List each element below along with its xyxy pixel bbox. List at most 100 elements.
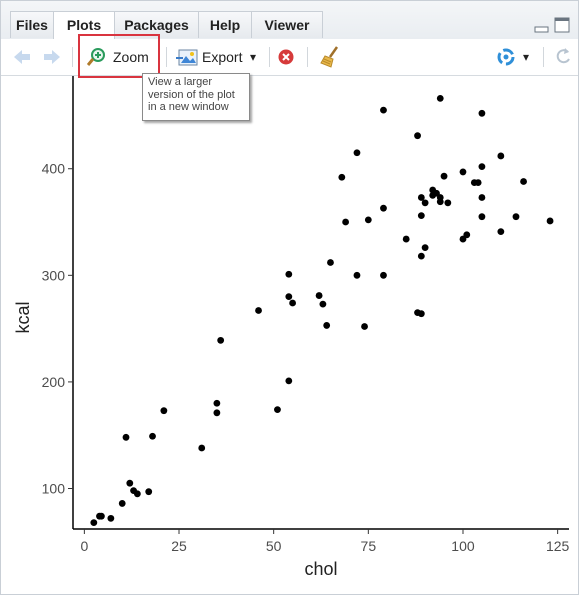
data-point: [478, 109, 486, 117]
data-point: [459, 168, 467, 176]
refresh-icon[interactable]: [553, 43, 573, 71]
data-point: [160, 407, 168, 415]
data-point: [126, 479, 134, 487]
data-point: [285, 293, 293, 301]
data-point: [436, 94, 444, 102]
tooltip-line: in a new window: [148, 101, 229, 113]
y-tick-label: 400: [42, 161, 66, 177]
data-point: [149, 432, 156, 440]
y-tick-label: 200: [42, 374, 66, 390]
data-point: [285, 377, 293, 385]
x-tick-label: 0: [80, 538, 88, 554]
x-tick-label: 125: [546, 538, 570, 554]
data-point: [478, 163, 486, 170]
zoom-tooltip: View a larger version of the plot in a n…: [142, 73, 250, 121]
toolbar-separator: [269, 47, 270, 67]
x-tick-label: 100: [451, 538, 475, 554]
data-point: [122, 433, 130, 441]
data-point: [289, 299, 297, 307]
plot-area: 0 25 50 75 100 125 100 200 300 400 chol kcal: [1, 76, 578, 594]
y-tick-label: 300: [42, 267, 66, 283]
tab-help[interactable]: Help: [198, 11, 252, 38]
x-tick-label: 75: [361, 538, 377, 554]
data-point: [118, 500, 126, 507]
minimize-icon[interactable]: [534, 17, 550, 33]
toolbar-separator: [166, 47, 167, 67]
data-point: [417, 252, 425, 260]
data-point: [107, 514, 115, 522]
x-axis-label: chol: [304, 559, 337, 579]
zoom-magnifier-icon: [86, 47, 107, 67]
data-point: [315, 292, 323, 299]
plot-toolbar: Zoom Export ▾ ▾: [1, 39, 578, 76]
tab-viewer[interactable]: Viewer: [251, 11, 323, 38]
scatter-plot: 0 25 50 75 100 125 100 200 300 400 chol kcal: [13, 76, 570, 579]
export-dropdown-icon: ▾: [250, 50, 257, 64]
data-point: [213, 409, 221, 417]
tab-packages[interactable]: Packages: [114, 11, 199, 38]
data-point: [338, 173, 346, 181]
zoom-button[interactable]: Zoom: [86, 43, 155, 71]
data-point: [133, 490, 141, 498]
data-point: [463, 231, 471, 239]
data-point: [478, 213, 486, 221]
data-point: [285, 270, 293, 278]
data-point: [361, 323, 368, 330]
data-point: [497, 152, 505, 160]
data-point: [342, 218, 350, 226]
x-tick-label: 50: [266, 538, 282, 554]
data-point: [520, 178, 527, 185]
data-point: [421, 199, 429, 207]
data-point: [380, 106, 387, 114]
data-point: [478, 194, 486, 201]
data-point: [145, 488, 153, 496]
data-point: [417, 310, 425, 318]
data-point: [402, 235, 410, 243]
data-point: [323, 322, 331, 329]
data-point: [512, 213, 520, 221]
data-point: [474, 179, 482, 186]
publish-menu-button[interactable]: ▾: [495, 43, 535, 71]
data-point: [417, 194, 425, 201]
data-point: [444, 199, 452, 207]
window-controls: [530, 17, 572, 35]
data-point: [319, 300, 327, 308]
data-point: [353, 149, 361, 157]
y-tick-label: 100: [42, 480, 66, 496]
data-point: [213, 399, 221, 407]
data-point: [546, 217, 554, 225]
toolbar-separator: [72, 47, 73, 67]
data-point: [436, 198, 444, 206]
data-point: [380, 271, 387, 279]
data-point: [353, 271, 361, 279]
data-point: [274, 406, 281, 414]
data-point: [255, 307, 262, 314]
zoom-label: Zoom: [113, 49, 149, 65]
data-point: [90, 519, 98, 527]
data-point: [417, 212, 425, 220]
export-label: Export: [202, 49, 243, 65]
pane-tab-bar: Files Plots Packages Help Viewer: [1, 1, 578, 40]
back-arrow-icon[interactable]: [11, 43, 33, 71]
publish-dropdown-icon: ▾: [523, 50, 530, 64]
data-point: [364, 216, 372, 224]
data-point: [440, 172, 448, 180]
remove-plot-icon[interactable]: [277, 43, 297, 71]
data-point: [327, 259, 334, 266]
toolbar-separator: [543, 47, 544, 67]
zoom-highlight-box: [78, 34, 160, 78]
data-point: [380, 204, 387, 212]
export-menu-button[interactable]: Export ▾: [176, 43, 264, 71]
y-axis-label: kcal: [13, 301, 33, 333]
toolbar-separator: [307, 47, 308, 67]
data-point: [414, 132, 421, 140]
export-image-icon: [176, 48, 198, 66]
maximize-icon[interactable]: [554, 17, 570, 33]
tab-files[interactable]: Files: [10, 11, 54, 38]
data-point: [497, 228, 505, 236]
data-point: [97, 512, 105, 520]
tooltip-line: View a larger: [148, 76, 212, 88]
forward-arrow-icon[interactable]: [41, 43, 63, 71]
clear-all-plots-broom-icon[interactable]: [319, 43, 343, 71]
